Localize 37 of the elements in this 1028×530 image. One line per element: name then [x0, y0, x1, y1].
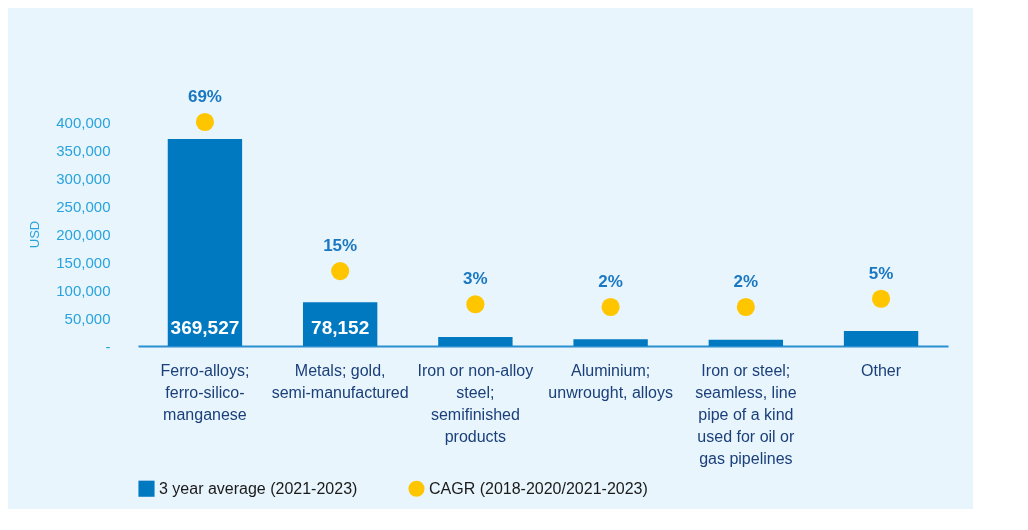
data-label: 69% [187, 87, 222, 106]
x-tick-label: Aluminium; unwrought, alloys [548, 361, 673, 401]
x-tick-label: Iron or steel; seamless, line pipe of a kind used for oil or gas pipelines [695, 361, 797, 467]
data-label: 15% [323, 236, 358, 256]
data-label: 78,152 [311, 317, 370, 338]
y-tick-label: 350,000 [56, 141, 111, 159]
y-tick-label: 400,000 [56, 113, 111, 131]
point [736, 297, 755, 317]
bar [167, 139, 243, 346]
legend-label: CAGR (2018-2020/2021-2023) [429, 479, 648, 497]
y-tick-label: 200,000 [56, 225, 111, 243]
data-label: 369,527 [170, 317, 240, 338]
legend-label: 3 year average (2021-2023) [159, 479, 358, 497]
point [871, 289, 891, 308]
bar [708, 339, 784, 346]
y-tick-label: 150,000 [56, 253, 111, 271]
x-tick-label: Iron or non-alloy steel; semifinished products [417, 361, 534, 445]
point [331, 262, 350, 281]
y-tick-label: 250,000 [56, 197, 111, 215]
x-tick-label: Metals; gold, semi-manufactured [271, 361, 409, 401]
x-tick-label: Other [861, 361, 902, 379]
bar [573, 339, 648, 346]
data-label: 3% [463, 269, 488, 289]
data-label: 2% [598, 272, 623, 291]
y-tick-label: - [105, 337, 111, 355]
data-label: 2% [733, 272, 759, 291]
x-tick-label: Ferro-alloys; ferro-silico-manganese [160, 361, 250, 423]
y-tick-label: 50,000 [64, 309, 111, 327]
y-tick-label: 100,000 [56, 281, 111, 299]
point [601, 297, 620, 317]
bar [843, 330, 919, 346]
bar [438, 337, 513, 346]
y-tick-label: 300,000 [56, 169, 111, 187]
point [466, 295, 485, 314]
y-axis-title: USD [27, 220, 43, 249]
point [195, 112, 215, 132]
data-label: 5% [868, 263, 894, 283]
